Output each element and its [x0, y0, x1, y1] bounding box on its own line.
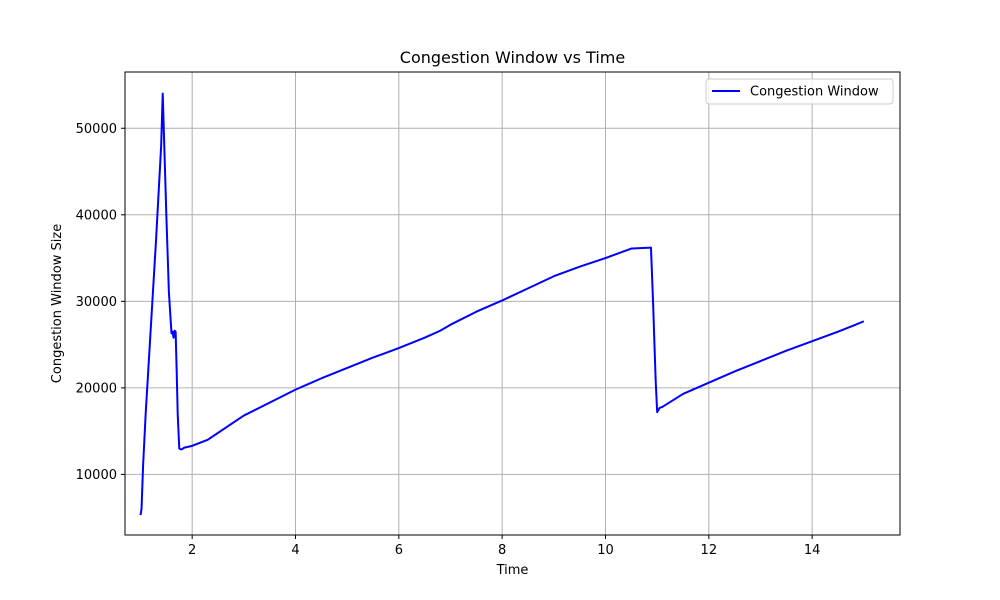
x-tick-label: 10: [597, 543, 614, 558]
series-line-congestion-window: [139, 92, 865, 516]
y-tick-label: 50000: [76, 122, 117, 137]
axis-ticks: 2 4 6 8 10 12 14 10000 20000 30000 40000 50000: [76, 122, 821, 558]
x-axis-label: Time: [496, 563, 529, 578]
x-tick-label: 4: [291, 543, 299, 558]
x-tick-label: 6: [395, 543, 403, 558]
legend: Congestion Window: [705, 78, 894, 105]
series-layer: [139, 92, 865, 516]
y-tick-label: 10000: [76, 468, 117, 483]
legend-box: [705, 78, 894, 105]
y-tick-label: 20000: [76, 381, 117, 396]
chart-title: Congestion Window vs Time: [400, 48, 625, 67]
grid-lines: [125, 72, 900, 535]
x-tick-label: 12: [701, 543, 718, 558]
x-tick-label: 14: [804, 543, 821, 558]
plot-area-frame: [124, 71, 901, 536]
legend-label-congestion-window: Congestion Window: [750, 85, 879, 100]
y-axis-label: Congestion Window Size: [50, 224, 65, 383]
y-tick-label: 30000: [76, 295, 117, 310]
x-tick-label: 8: [498, 543, 506, 558]
y-tick-label: 40000: [76, 208, 117, 223]
x-tick-label: 2: [188, 543, 196, 558]
